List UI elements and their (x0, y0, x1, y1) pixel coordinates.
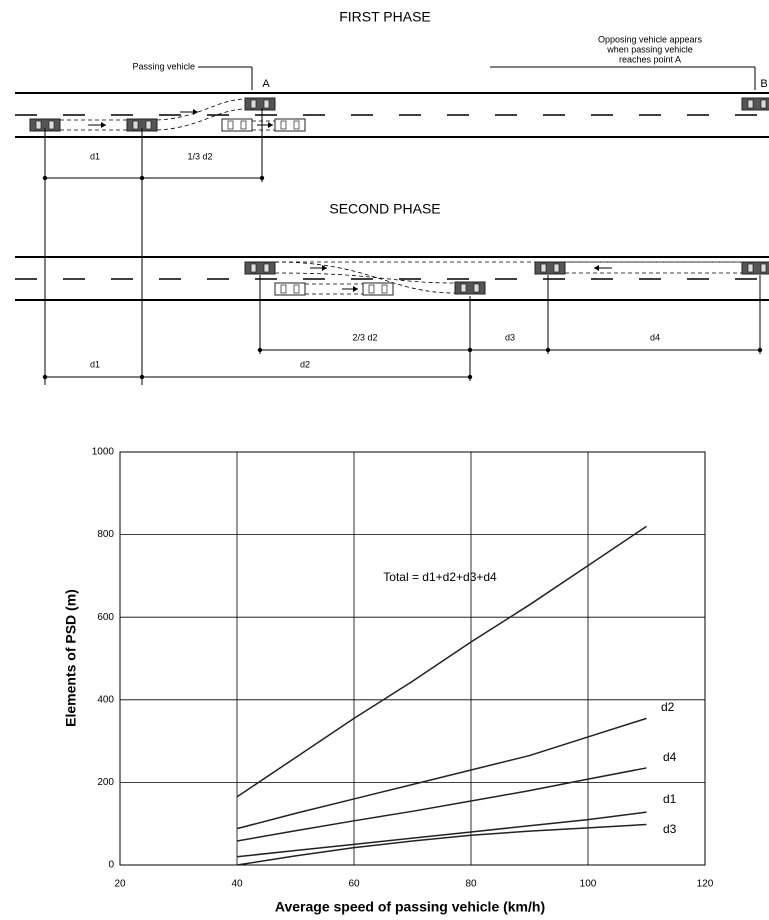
car-window (281, 121, 286, 129)
series-line (237, 768, 647, 841)
tick-dot (758, 348, 762, 352)
car (245, 262, 275, 274)
y-tick-label: 1000 (92, 447, 115, 458)
series-line (237, 526, 647, 797)
dim-label: d2 (300, 359, 310, 369)
trajectory (275, 273, 455, 283)
car (245, 98, 275, 110)
tick-dot (468, 348, 472, 352)
car-window (133, 121, 138, 129)
dim-label: d3 (505, 332, 515, 342)
page: FIRST PHASE Passing vehicle Opposing veh… (0, 0, 769, 920)
car-window (554, 264, 559, 272)
arrow-head (268, 122, 273, 128)
car-window (281, 285, 286, 293)
series-label: d2 (661, 700, 675, 714)
car-window (461, 284, 466, 292)
series-label: d3 (663, 822, 677, 836)
series-line (237, 718, 647, 828)
arrow-head (353, 286, 358, 292)
car (275, 283, 305, 295)
car-window (146, 121, 151, 129)
x-tick-label: 60 (348, 879, 360, 890)
diagram: FIRST PHASE Passing vehicle Opposing veh… (15, 9, 769, 385)
label: when passing vehicle (606, 44, 693, 54)
car-window (294, 285, 299, 293)
car-window (264, 100, 269, 108)
car (363, 283, 393, 295)
point-label: A (262, 78, 270, 90)
car-window (761, 100, 766, 108)
x-axis-label: Average speed of passing vehicle (km/h) (275, 899, 545, 915)
arrow-head (193, 109, 198, 115)
tick-dot (260, 176, 264, 180)
car (455, 282, 485, 294)
dim-label: 1/3 d2 (187, 151, 212, 161)
series-line (237, 812, 647, 857)
series-label: Total = d1+d2+d3+d4 (383, 570, 497, 584)
car-window (251, 264, 256, 272)
series-label: d1 (663, 792, 677, 806)
trajectory (157, 99, 245, 120)
series-label: d4 (663, 750, 677, 764)
x-tick-label: 80 (465, 879, 477, 890)
car (222, 119, 252, 131)
tick-dot (468, 375, 472, 379)
dim-label: d1 (90, 151, 100, 161)
tick-dot (546, 348, 550, 352)
dim-label: d1 (90, 359, 100, 369)
plot-frame (120, 452, 705, 865)
dim-label: d4 (650, 332, 660, 342)
car-window (761, 264, 766, 272)
x-tick-label: 40 (231, 879, 243, 890)
label: reaches point A (619, 54, 681, 64)
x-tick-label: 20 (114, 879, 126, 890)
phase-title: FIRST PHASE (339, 9, 431, 25)
car-window (382, 285, 387, 293)
car (535, 262, 565, 274)
car-window (241, 121, 246, 129)
tick-dot (140, 176, 144, 180)
car-window (748, 100, 753, 108)
label: Opposing vehicle appears (598, 34, 703, 44)
y-tick-label: 200 (97, 777, 114, 788)
y-tick-label: 800 (97, 529, 114, 540)
y-tick-label: 600 (97, 612, 114, 623)
y-tick-label: 400 (97, 694, 114, 705)
car-window (36, 121, 41, 129)
phase-title: SECOND PHASE (329, 201, 440, 217)
car-window (294, 121, 299, 129)
chart: Average speed of passing vehicle (km/h) … (63, 447, 714, 915)
car (275, 119, 305, 131)
x-tick-label: 120 (697, 879, 714, 890)
car-window (228, 121, 233, 129)
y-tick-label: 0 (108, 860, 114, 871)
x-tick-label: 100 (580, 879, 597, 890)
point-label: B (760, 78, 767, 90)
y-axis-label: Elements of PSD (m) (63, 589, 79, 727)
label: Passing vehicle (132, 61, 195, 71)
tick-dot (43, 176, 47, 180)
car-window (748, 264, 753, 272)
car-window (264, 264, 269, 272)
dim-label: 2/3 d2 (352, 332, 377, 342)
tick-dot (258, 348, 262, 352)
car-window (251, 100, 256, 108)
car-window (369, 285, 374, 293)
car-window (541, 264, 546, 272)
car-window (474, 284, 479, 292)
arrow-head (101, 122, 106, 128)
tick-dot (43, 375, 47, 379)
tick-dot (140, 375, 144, 379)
arrow-head (594, 265, 599, 271)
car-window (49, 121, 54, 129)
